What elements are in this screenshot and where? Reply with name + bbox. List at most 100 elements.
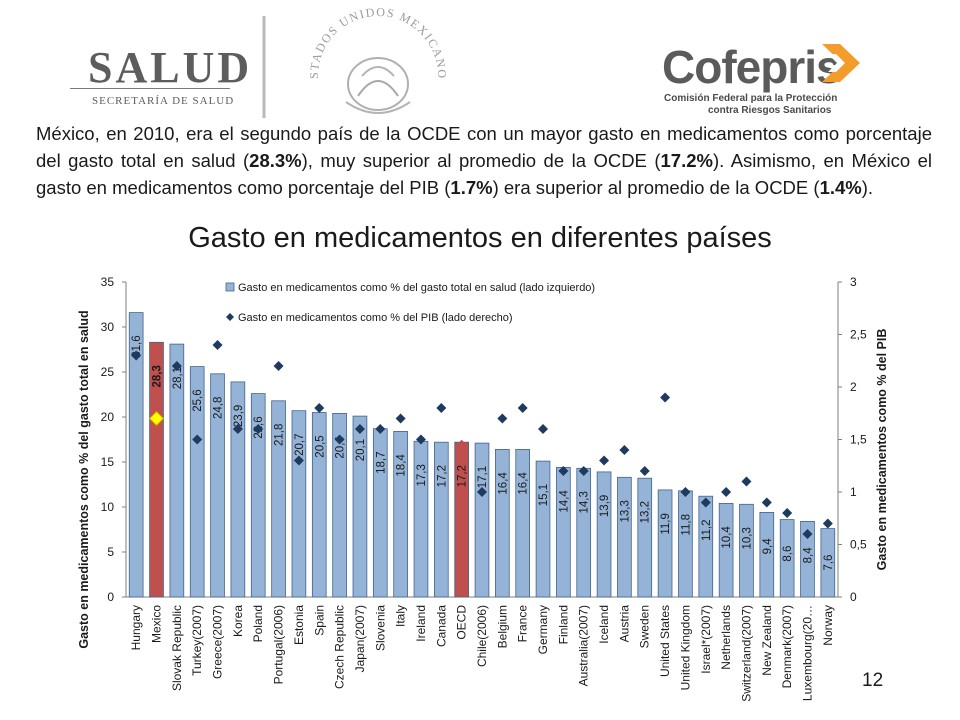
right-tick-label: 0,5 (850, 538, 867, 552)
category-label: Mexico (150, 605, 164, 643)
pib-marker (700, 497, 711, 508)
pib-marker (761, 497, 772, 508)
cofepris-arrow-icon (822, 44, 860, 82)
legend-bar-swatch (225, 282, 235, 292)
intro-bold-3: 1.7% (450, 177, 493, 198)
bar-value-label: 16,4 (497, 472, 509, 495)
cofepris-subtitle-line-1: Comisión Federal para la Protección (664, 93, 838, 104)
category-label: Greece(2007) (211, 605, 225, 679)
salud-logo-rule (70, 88, 230, 89)
bar (433, 441, 449, 598)
bar-value-label: 11,2 (701, 519, 713, 541)
bar (189, 366, 205, 598)
pib-marker (171, 361, 182, 371)
category-label: Korea (231, 605, 245, 637)
category-label: France (516, 605, 530, 643)
bar-value-label: 28,1 (172, 367, 184, 389)
category-label: Germany (536, 605, 550, 654)
intro-text-4: ) era superior al promedio de la OCDE ( (492, 177, 820, 198)
bar-value-label: 28,3 (152, 365, 164, 387)
bar (128, 312, 144, 598)
pib-marker (131, 350, 142, 361)
pib-marker (293, 455, 304, 466)
category-label: United States (658, 605, 672, 677)
intro-text-2: ), muy superior al promedio de la OCDE ( (301, 150, 661, 171)
bar-value-label: 17,2 (436, 465, 448, 487)
right-axis-title: Gasto en medicamentos como % del PIB (875, 329, 889, 571)
pib-marker (538, 424, 549, 434)
bar (495, 448, 510, 598)
category-label: Belgium (495, 605, 509, 648)
salud-logo-title: SALUD (88, 43, 253, 92)
intro-bold-1: 28.3% (249, 150, 302, 171)
pib-marker (660, 392, 671, 403)
bar-value-label: 9,4 (762, 538, 774, 555)
category-label: Australia(2007) (577, 605, 591, 686)
intro-text-1: México, en 2010, era el segundo país de … (36, 123, 932, 171)
bar-value-label: 13,3 (619, 500, 631, 522)
bar-value-label: 15,1 (538, 484, 550, 506)
category-label: Turkey(2007) (190, 605, 204, 676)
left-tick-label: 10 (101, 500, 115, 514)
bar (820, 528, 836, 598)
bar (291, 410, 307, 598)
pib-marker (639, 466, 650, 476)
legend-bar-label: Gasto en medicamentos como % del gasto t… (238, 282, 595, 294)
bar-value-label: 16,4 (518, 472, 530, 495)
legend-marker-label: Gasto en medicamentos como % del PIB (la… (238, 312, 513, 324)
intro-paragraph: México, en 2010, era el segundo país de … (36, 120, 932, 201)
bar-value-label: 20,1 (355, 439, 367, 461)
right-tick-label: 1 (850, 485, 857, 499)
bar-value-label: 14,3 (579, 491, 591, 513)
category-label: Slovak Republic (170, 605, 184, 691)
bar (169, 343, 185, 598)
pib-marker (822, 518, 833, 529)
pib-marker (578, 466, 589, 476)
bar (352, 415, 368, 598)
pib-marker (148, 410, 165, 427)
pib-marker (599, 455, 610, 466)
pib-marker (680, 487, 691, 497)
bar-value-label: 11,9 (660, 513, 672, 535)
bar-value-label: 8,4 (802, 547, 814, 564)
pib-marker (721, 487, 732, 497)
category-label: Chile(2006) (475, 605, 489, 667)
right-tick-label: 2 (850, 380, 857, 394)
bar (230, 381, 246, 598)
category-label: Norway (821, 605, 835, 646)
bar-value-label: 24,8 (213, 397, 225, 419)
category-label: Italy (394, 605, 408, 627)
category-label: Hungary (129, 605, 143, 650)
bar (393, 430, 408, 598)
bar (698, 495, 714, 598)
category-label: New Zealand (760, 605, 774, 676)
category-label: Japan(2007) (353, 605, 367, 672)
bar (739, 503, 754, 598)
bar-value-label: 23,9 (233, 405, 245, 427)
intro-text-5: ). (861, 177, 874, 198)
category-label: Slovenia (373, 605, 387, 651)
category-label: Sweden (638, 605, 652, 648)
pib-marker (212, 340, 223, 350)
intro-bold-2: 17.2% (660, 150, 713, 171)
bar (759, 512, 775, 598)
pib-marker (273, 361, 284, 371)
bar-value-label: 31,6 (131, 335, 143, 357)
bar (149, 341, 164, 598)
pib-marker (314, 403, 325, 413)
left-tick-label: 0 (107, 590, 114, 604)
pib-marker (253, 424, 264, 434)
intro-bold-4: 1.4% (819, 177, 862, 198)
pib-marker (456, 439, 467, 450)
category-label: Czech Republic (333, 605, 347, 689)
category-label: Israel*(2007) (699, 605, 713, 674)
bar-value-label: 10,3 (741, 527, 753, 549)
bar (657, 489, 673, 598)
pib-marker (741, 476, 752, 487)
bar-value-label: 21,8 (274, 424, 286, 446)
national-seal-icon: ESTADOS UNIDOS MEXICANOS (258, 6, 448, 118)
bar-value-label: 13,9 (599, 495, 611, 517)
intro-text-3: ). Asimismo, en México el gasto en medic… (36, 150, 932, 198)
pib-marker (497, 413, 508, 424)
pib-marker (558, 466, 569, 476)
